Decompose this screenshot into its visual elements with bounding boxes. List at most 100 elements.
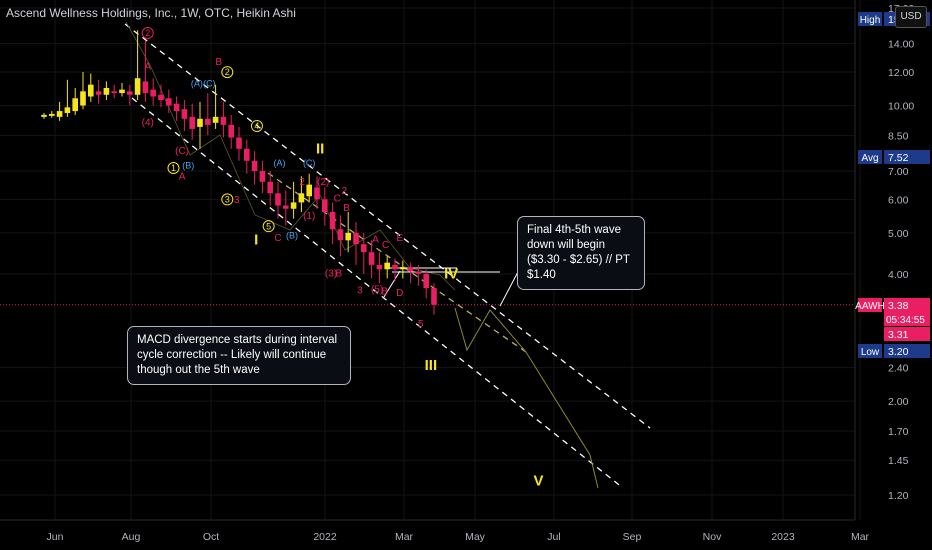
- y-tick-label: 1.45: [888, 455, 909, 467]
- candle-body: [244, 148, 250, 161]
- annotation-macd-text: MACD divergence starts during interval c…: [137, 334, 338, 376]
- wave-label: (5): [371, 285, 383, 296]
- y-tick-label: 2.40: [888, 363, 909, 375]
- wave-label-circle: [167, 162, 180, 175]
- candle-body: [41, 114, 47, 117]
- candle-body: [298, 193, 305, 203]
- candle-body: [368, 252, 375, 265]
- open-badge-value: 3.31: [888, 329, 909, 341]
- avg-badge-tag: [858, 150, 882, 164]
- y-tick-label: 5.00: [888, 228, 909, 240]
- x-tick-label: 2022: [313, 531, 337, 543]
- candle-body: [400, 267, 406, 270]
- avg-badge-tag-text: Avg: [861, 153, 878, 164]
- y-tick-label: 12.00: [888, 67, 914, 79]
- candle-body: [361, 244, 367, 253]
- projection-line: [454, 307, 599, 489]
- candle-body: [173, 103, 180, 112]
- candle-body: [431, 288, 437, 305]
- x-tick-label: Nov: [703, 531, 722, 543]
- x-tick-label: Jul: [547, 531, 560, 543]
- candle-body: [166, 98, 172, 106]
- wave-label: 2: [342, 186, 348, 197]
- wave-label: (B): [182, 161, 194, 171]
- wave-label: (2): [317, 177, 329, 188]
- y-tick-label: 1.70: [888, 426, 909, 438]
- annotation-pointer: [499, 269, 520, 307]
- candle-body: [337, 229, 344, 241]
- candle-body: [267, 181, 273, 194]
- y-tick-label: 14.00: [888, 39, 914, 51]
- wave-label: V: [534, 472, 544, 489]
- wave-label: 3: [357, 286, 363, 297]
- x-tick-label: May: [465, 531, 486, 543]
- wave-label: C: [382, 240, 389, 251]
- candle-body: [236, 137, 242, 149]
- wave-label: (C): [175, 146, 189, 157]
- wave-label: 3: [225, 195, 230, 205]
- wave-label: 2: [145, 28, 150, 38]
- wave-label: (C): [303, 158, 316, 168]
- current-badge-tag-text: AAWH: [855, 301, 885, 312]
- candle-body: [345, 232, 351, 241]
- wave-label: II: [316, 140, 324, 157]
- wave-label: (B): [286, 231, 298, 241]
- channel-lower-line: [131, 97, 624, 489]
- wave-label: A: [372, 235, 379, 246]
- wave-label-circle: [141, 26, 154, 39]
- wave-label: A: [179, 172, 186, 183]
- axes: 17.0014.0012.0010.008.507.006.005.004.00…: [0, 0, 914, 543]
- wave-label: 2: [299, 177, 305, 188]
- wave-label: 5: [418, 319, 424, 330]
- candle-body: [158, 94, 164, 101]
- x-tick-label: 2023: [771, 531, 795, 543]
- candle-body: [64, 107, 71, 113]
- low-badge-tag: [858, 344, 882, 358]
- x-tick-label: Oct: [203, 531, 219, 543]
- x-tick-label: Mar: [395, 531, 414, 543]
- high-badge-tag-text: High: [860, 15, 881, 26]
- annotation-pointer-macd: [383, 270, 401, 298]
- annotation-final-wave: Final 4th-5th wave down will begin ($3.3…: [517, 216, 645, 290]
- y-tick-label: 6.00: [888, 194, 909, 206]
- x-tick-label: Mar: [851, 531, 870, 543]
- wave-label: 5: [266, 221, 271, 231]
- candle-body: [181, 109, 188, 119]
- currency-button[interactable]: USD: [895, 6, 927, 28]
- channel-upper-line: [124, 23, 651, 429]
- candle-body: [88, 84, 94, 97]
- candle-body: [220, 116, 227, 125]
- wave-label: 3: [234, 195, 240, 206]
- annotation-macd-divergence: MACD divergence starts during interval c…: [127, 326, 351, 385]
- candle-body: [150, 89, 156, 97]
- current-badge-tag: [858, 298, 882, 312]
- candle-body: [392, 264, 398, 270]
- chart-title: Ascend Wellness Holdings, Inc., 1W, OTC,…: [6, 6, 296, 20]
- candle-body: [353, 232, 359, 245]
- wave-label: IV: [444, 265, 458, 282]
- x-tick-label: Aug: [122, 531, 141, 543]
- candle-body: [212, 116, 219, 123]
- wave-label: D: [396, 288, 403, 299]
- y-tick-label: 2.00: [888, 396, 909, 408]
- wave-label: B: [215, 57, 222, 68]
- y-tick-label: 7.00: [888, 166, 909, 178]
- candle-body: [306, 184, 312, 197]
- candle-body: [189, 116, 195, 129]
- candle-body: [205, 118, 211, 125]
- candle-body: [80, 91, 86, 106]
- wave-label: 1: [171, 163, 176, 173]
- wave-label: (A): [191, 78, 203, 88]
- candle-body: [142, 81, 149, 94]
- avg-badge-value: 7.52: [888, 152, 909, 164]
- countdown-box: [884, 312, 930, 326]
- x-tick-label: Jun: [47, 531, 64, 543]
- wave-label: (3): [325, 269, 337, 280]
- channel-lines: [124, 23, 651, 489]
- candle-body: [49, 113, 55, 116]
- candle-body: [259, 171, 266, 182]
- candle-body: [415, 271, 422, 274]
- wave-label: B: [382, 287, 389, 298]
